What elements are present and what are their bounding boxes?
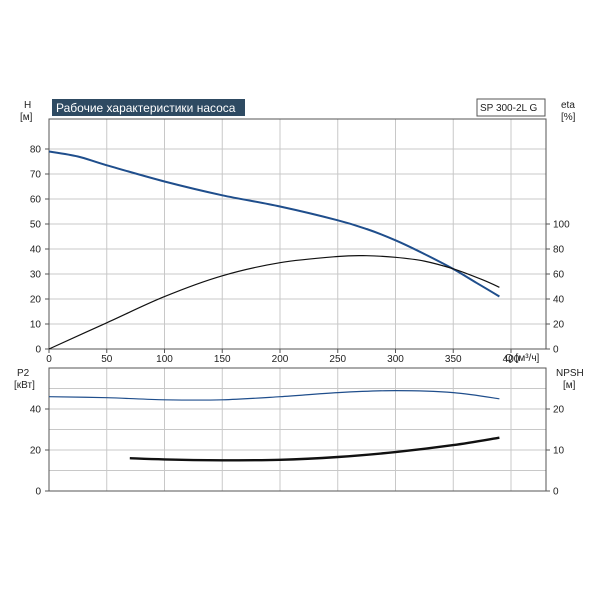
p2-axis-label: P2 <box>17 368 30 379</box>
y-tick-label: 70 <box>30 170 42 181</box>
top-grid <box>49 119 546 349</box>
x-tick-label: 0 <box>46 354 52 365</box>
top-plot-frame <box>48 118 547 350</box>
y2-tick-label: 60 <box>553 270 565 281</box>
p2-axis-unit: [кВт] <box>14 380 35 391</box>
x-axis-label: Q [м³/ч] <box>505 353 540 364</box>
y2-axis-label: eta <box>561 100 575 111</box>
top-x-ticks: 0 50 100 150 200 250 300 350 400 <box>46 349 520 365</box>
npsh-curve <box>129 436 500 462</box>
x-tick-label: 150 <box>214 354 231 365</box>
head-efficiency-panel: 0 50 100 150 200 250 300 350 400 010203040506070… <box>20 98 576 365</box>
x-tick-label: 400 <box>503 354 520 365</box>
top-y2-ticks: 0 20 40 60 80 100 <box>546 220 570 356</box>
chart-title-box <box>52 99 245 116</box>
npsh-tick-label: 20 <box>553 405 565 416</box>
y2-tick-label: 40 <box>553 295 565 306</box>
top-y-ticks: 0 10 20 30 40 50 60 70 80 <box>30 145 49 356</box>
bottom-grid <box>49 368 546 491</box>
top-series <box>48 150 500 350</box>
p2-curve <box>48 389 500 401</box>
power-npsh-panel: 0 20 40 0 10 20 P2 [кВт] NPSH [м] <box>14 367 584 498</box>
y-tick-label: 20 <box>30 295 42 306</box>
model-label: SP 300-2L G <box>480 103 537 114</box>
y2-tick-label: 80 <box>553 245 565 256</box>
bottom-plot-frame <box>48 367 547 492</box>
npsh-tick-label: 10 <box>553 446 565 457</box>
x-tick-label: 250 <box>329 354 346 365</box>
y2-tick-label: 0 <box>553 345 559 356</box>
efficiency-curve <box>48 254 500 350</box>
x-tick-label: 300 <box>387 354 404 365</box>
x-tick-label: 350 <box>445 354 462 365</box>
y-tick-label: 10 <box>30 320 42 331</box>
p2-tick-label: 40 <box>30 405 42 416</box>
y-axis-label: H <box>24 100 31 111</box>
chart-title: Рабочие характеристики насоса <box>56 101 236 115</box>
y2-tick-label: 20 <box>553 320 565 331</box>
model-label-box <box>476 98 546 117</box>
y-tick-label: 50 <box>30 220 42 231</box>
npsh-axis-label: NPSH <box>556 368 584 379</box>
bottom-y2-ticks: 0 10 20 <box>546 405 565 498</box>
y2-axis-unit: [%] <box>561 112 576 123</box>
x-tick-label: 100 <box>156 354 173 365</box>
npsh-tick-label: 0 <box>553 487 559 498</box>
x-tick-label: 50 <box>101 354 113 365</box>
p2-tick-label: 0 <box>35 487 41 498</box>
p2-tick-label: 20 <box>30 446 42 457</box>
y-tick-label: 80 <box>30 145 42 156</box>
y-tick-label: 30 <box>30 270 42 281</box>
bottom-y-ticks: 0 20 40 <box>30 405 49 498</box>
y-tick-label: 60 <box>30 195 42 206</box>
npsh-axis-unit: [м] <box>563 380 576 391</box>
bottom-series <box>48 389 500 462</box>
y-tick-label: 40 <box>30 245 42 256</box>
y-axis-unit: [м] <box>20 112 33 123</box>
y-tick-label: 0 <box>35 345 41 356</box>
y2-tick-label: 100 <box>553 220 570 231</box>
x-tick-label: 200 <box>272 354 289 365</box>
